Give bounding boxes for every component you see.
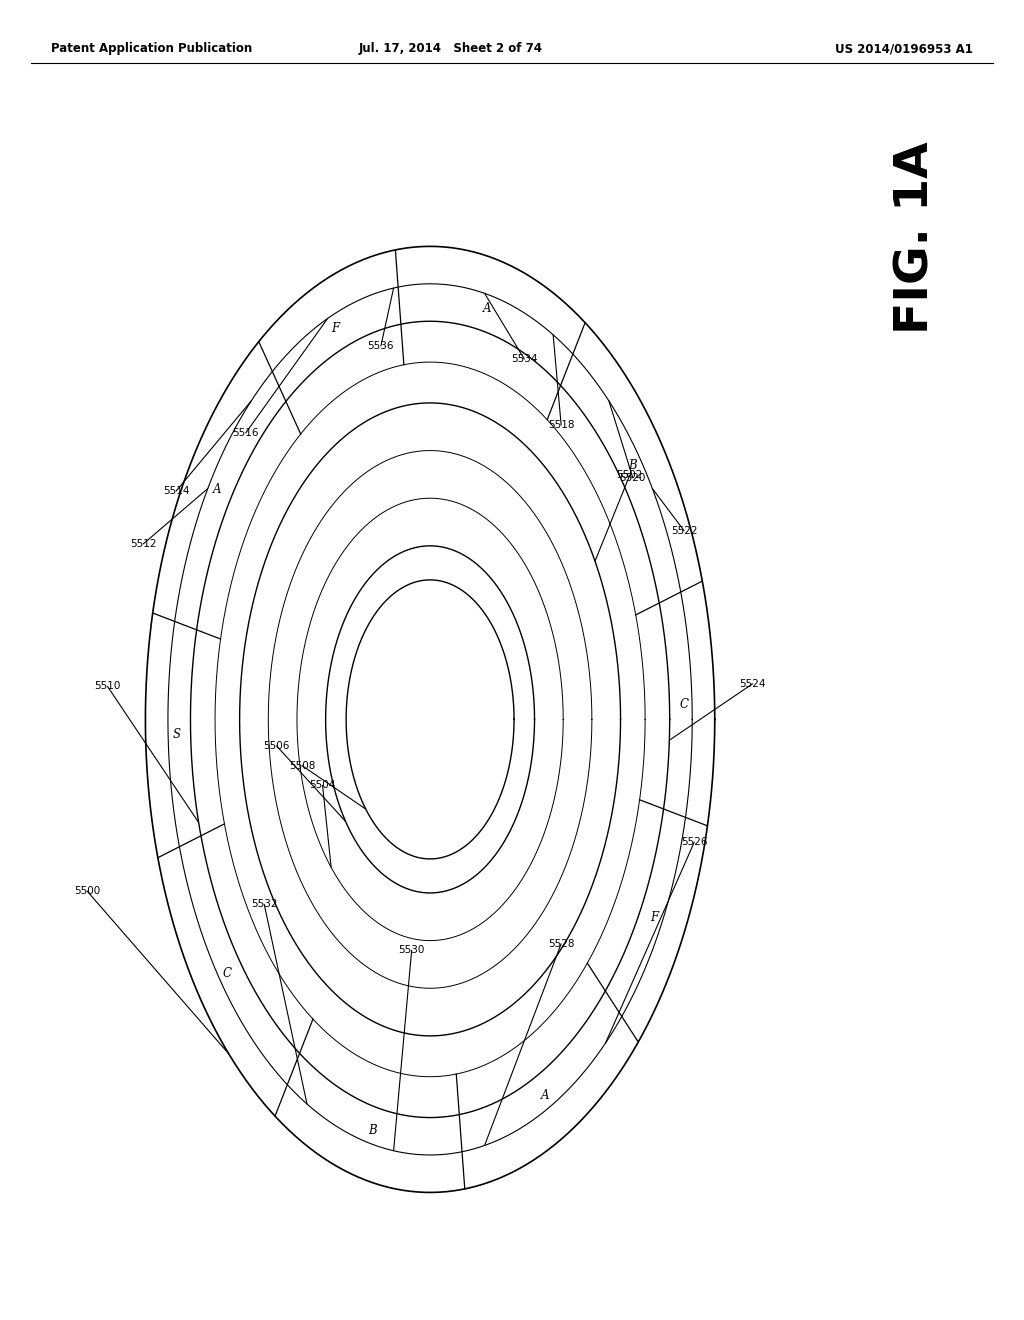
Text: B: B	[369, 1125, 377, 1137]
Text: 5528: 5528	[548, 939, 574, 949]
Text: F: F	[331, 322, 339, 335]
Text: A: A	[213, 483, 221, 496]
Text: Patent Application Publication: Patent Application Publication	[51, 42, 253, 55]
Text: 5522: 5522	[671, 525, 697, 536]
Text: 5510: 5510	[94, 681, 121, 692]
Text: 5524: 5524	[739, 678, 766, 689]
Text: 5500: 5500	[74, 886, 100, 896]
Text: US 2014/0196953 A1: US 2014/0196953 A1	[835, 42, 973, 55]
Text: C: C	[679, 698, 688, 711]
Text: 5534: 5534	[511, 354, 538, 364]
Text: 5514: 5514	[163, 486, 189, 496]
Text: Jul. 17, 2014   Sheet 2 of 74: Jul. 17, 2014 Sheet 2 of 74	[358, 42, 543, 55]
Text: 5530: 5530	[398, 945, 425, 956]
Text: 5506: 5506	[263, 741, 290, 751]
Text: A: A	[541, 1089, 550, 1102]
Text: 5520: 5520	[620, 473, 646, 483]
Text: 5518: 5518	[548, 420, 574, 430]
Text: FIG. 1A: FIG. 1A	[894, 141, 939, 334]
Text: 5536: 5536	[368, 341, 394, 351]
Text: 5516: 5516	[232, 428, 259, 438]
Text: 5526: 5526	[681, 837, 708, 847]
Text: 5504: 5504	[309, 780, 336, 791]
Text: 5502: 5502	[616, 470, 643, 480]
Text: A: A	[483, 302, 492, 314]
Text: F: F	[650, 911, 658, 924]
Text: B: B	[629, 459, 637, 473]
Text: 5508: 5508	[289, 760, 315, 771]
Text: 5512: 5512	[130, 539, 157, 549]
Text: 5532: 5532	[251, 899, 278, 909]
Text: C: C	[223, 966, 231, 979]
Text: S: S	[172, 727, 180, 741]
